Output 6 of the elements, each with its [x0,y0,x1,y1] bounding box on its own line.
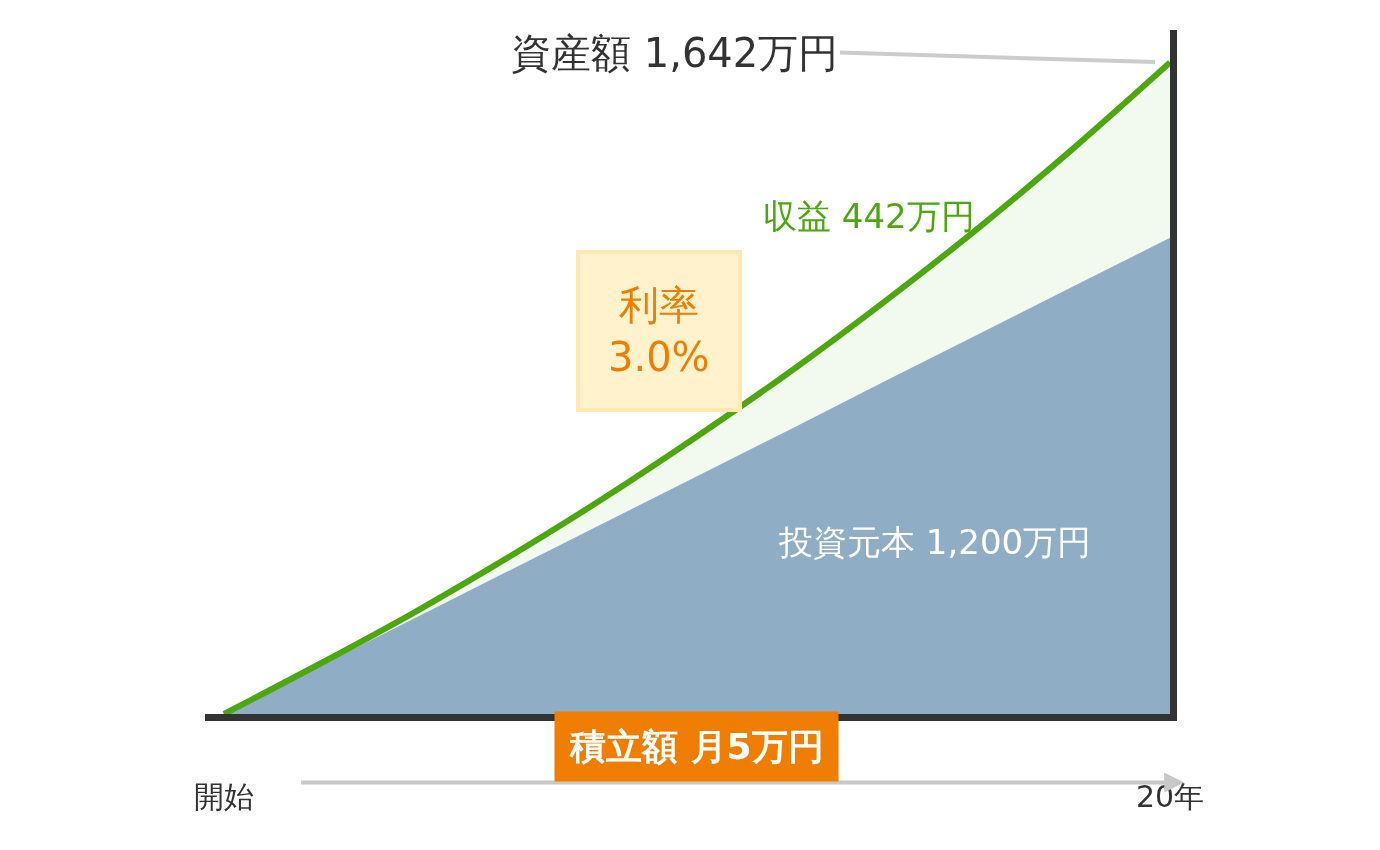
annotation: 資産額 1,642万円 [511,30,839,76]
annotation: 利率 3.0% [608,282,710,380]
annotation: 収益 442万円 [763,196,975,236]
annotation: 投資元本 1,200万円 [778,522,1092,562]
x-tick-label: 開始 [193,779,254,814]
text: 積立額 月5万円 [569,726,824,767]
